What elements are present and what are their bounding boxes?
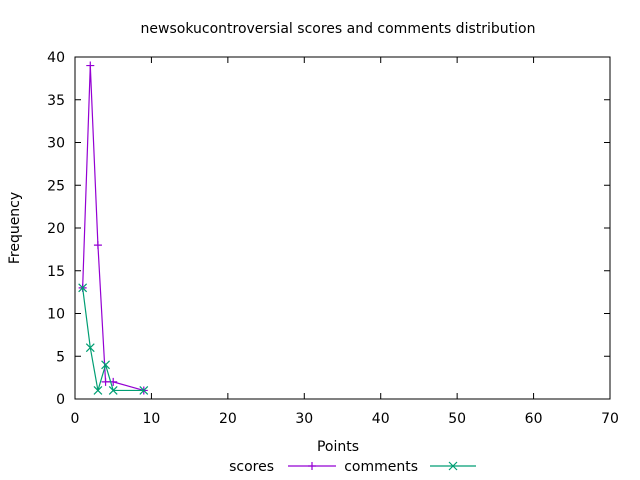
legend-entry-scores: scores [229,459,336,475]
y-axis-label: Frequency [7,192,23,264]
comments-line [82,287,144,392]
y-tick-label: 15 [47,264,65,280]
scores-point [93,241,102,250]
comments-point [101,360,110,370]
y-tick-label: 10 [47,307,65,323]
scores-line [82,65,144,392]
legend-entry-comments: comments [344,459,476,475]
y-tick-label: 30 [47,136,65,152]
x-tick-label: 50 [448,411,466,427]
legend-marker [308,462,316,470]
y-tick-label: 0 [56,392,65,408]
x-tick-label: 0 [71,411,80,427]
comments-point [85,343,95,353]
y-tick-label: 20 [47,221,65,237]
comments-point [93,386,103,395]
legend: scores comments [229,459,476,475]
legend-marker [448,461,458,471]
comments-point [78,283,88,293]
x-tick-label: 60 [525,411,543,427]
plot-frame [74,56,611,400]
legend-label: scores [229,459,274,475]
y-tick-label: 5 [56,349,65,365]
y-axis: 0 5 10 15 20 25 30 35 40 [47,50,610,408]
x-tick-label: 30 [295,411,313,427]
chart-title: newsokucontroversial scores and comments… [141,21,536,37]
scores-point [86,61,95,70]
series-scores [78,61,148,395]
y-tick-label: 40 [47,50,65,66]
x-axis-label: Points [317,439,359,455]
y-tick-label: 25 [47,178,65,194]
x-tick-label: 70 [601,411,619,427]
x-tick-label: 20 [219,411,237,427]
y-tick-label: 35 [47,93,65,109]
legend-label: comments [344,459,418,475]
series-layer [78,61,149,395]
scores-point [101,377,110,386]
series-comments [78,283,149,395]
comments-point [108,386,118,395]
x-tick-label: 10 [143,411,161,427]
comments-point [139,386,149,395]
x-axis: 0 10 20 30 40 50 60 70 [71,57,619,427]
x-tick-label: 40 [372,411,390,427]
